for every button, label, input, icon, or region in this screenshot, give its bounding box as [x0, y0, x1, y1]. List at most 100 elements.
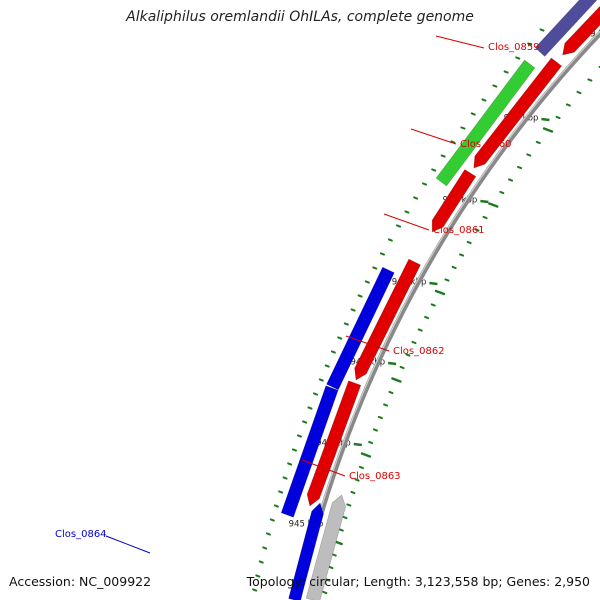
scale-tick	[291, 448, 297, 452]
scale-tick	[342, 515, 348, 520]
scale-tick	[542, 127, 554, 133]
scale-tick	[265, 532, 271, 536]
gene-label-leader	[345, 335, 390, 352]
scale-tick	[372, 266, 378, 270]
scale-tick	[328, 565, 334, 570]
scale-tick	[282, 476, 288, 480]
backbone-line	[296, 29, 600, 600]
scale-tick	[535, 140, 541, 145]
scale-tick	[278, 490, 284, 494]
scale-tick	[424, 315, 430, 320]
scale-tick	[576, 90, 582, 95]
scale-tick	[405, 353, 411, 357]
scale-tick	[422, 182, 428, 186]
gene-feature-blue	[326, 266, 395, 391]
scale-tick	[337, 336, 343, 340]
scale-tick	[387, 238, 393, 242]
scale-tick	[258, 560, 264, 564]
scale-tick	[470, 112, 476, 116]
scale-tick	[459, 253, 465, 257]
scale-tick	[262, 546, 268, 550]
gene-feature-indigo	[534, 0, 598, 57]
scale-tick	[434, 289, 446, 296]
scale-tick	[324, 364, 330, 368]
gene-label: Clos_0861	[433, 225, 485, 236]
scale-tick	[417, 328, 423, 332]
scale-tick	[482, 215, 488, 220]
scale-tick	[330, 350, 336, 354]
scale-tick	[391, 377, 402, 383]
gene-feature-red	[473, 57, 563, 169]
backbone-highlight	[296, 30, 600, 600]
scale-tick	[379, 252, 385, 256]
gene-label: Clos_0860	[460, 139, 512, 150]
scale-tick	[503, 70, 509, 74]
scale-tick	[252, 588, 258, 592]
scale-tick	[318, 378, 324, 382]
scale-major-tick	[353, 442, 362, 447]
scale-tick	[343, 322, 349, 326]
scale-tick	[296, 434, 302, 438]
scale-tick	[451, 265, 457, 270]
scale-ticks: 939 kbp940 kbp941 kbp942 kbp943 kbp944 k…	[252, 28, 600, 595]
scale-tick	[450, 140, 456, 144]
accession-text: Accession: NC_009922	[9, 574, 152, 589]
scale-tick	[492, 84, 498, 88]
scale-tick	[587, 78, 593, 82]
scale-tick	[368, 440, 374, 445]
scale-tick	[377, 415, 383, 420]
gene-label-leader	[105, 535, 151, 554]
gene-labels: Clos_0859 Clos_0860 Clos_0861 Clos_0862 Clos…	[55, 35, 540, 554]
scale-tick	[358, 465, 364, 470]
scale-tick	[354, 478, 360, 482]
gene-label: Clos_0862	[393, 346, 445, 357]
genome-backbone	[296, 29, 600, 600]
scale-major-tick	[480, 199, 489, 204]
scale-tick	[440, 154, 446, 158]
scale-tick	[383, 403, 389, 407]
gene-feature-gray	[305, 494, 347, 600]
scale-tick	[350, 490, 356, 495]
scale-tick	[331, 553, 337, 557]
scale-tick	[350, 308, 356, 312]
scale-tick	[460, 126, 466, 130]
scale-tick	[372, 428, 378, 432]
scale-tick	[360, 452, 372, 458]
gene-feature-red	[306, 380, 362, 507]
scale-tick	[346, 503, 352, 507]
gene-feature-blue	[288, 502, 324, 600]
scale-tick	[431, 168, 437, 172]
scale-tick	[474, 228, 480, 232]
topology-text: Topology: circular; Length: 3,123,558 bp…	[246, 574, 590, 589]
scale-tick	[357, 294, 363, 298]
scale-major-tick	[541, 117, 550, 122]
scale-label: 940 kbp	[504, 114, 539, 124]
scale-tick	[517, 165, 523, 170]
scale-tick	[322, 590, 328, 595]
scale-tick	[269, 518, 275, 522]
gene-label: Clos_0859	[488, 42, 540, 53]
gene-label: Clos_0863	[349, 471, 401, 482]
scale-tick	[430, 303, 436, 307]
scale-tick	[499, 190, 505, 195]
scale-tick	[287, 462, 293, 466]
scale-tick	[302, 420, 308, 424]
scale-tick	[444, 278, 450, 282]
gene-label: Clos_0864	[55, 529, 107, 540]
scale-tick	[325, 578, 331, 582]
scale-tick	[526, 153, 532, 157]
gene-label-leader	[301, 459, 346, 477]
scale-tick	[411, 340, 417, 345]
genome-title: Alkaliphilus oremlandii OhILAs, complete…	[126, 9, 474, 25]
gene-feature-green	[435, 59, 536, 187]
scale-tick	[313, 392, 319, 396]
scale-tick	[555, 115, 561, 120]
scale-tick	[364, 280, 370, 284]
scale-tick	[396, 224, 402, 228]
scale-tick	[515, 56, 521, 60]
gene-label-leader	[383, 213, 430, 231]
scale-tick	[255, 574, 261, 578]
gene-feature-red	[431, 169, 477, 233]
gene-label-leader	[410, 128, 457, 145]
